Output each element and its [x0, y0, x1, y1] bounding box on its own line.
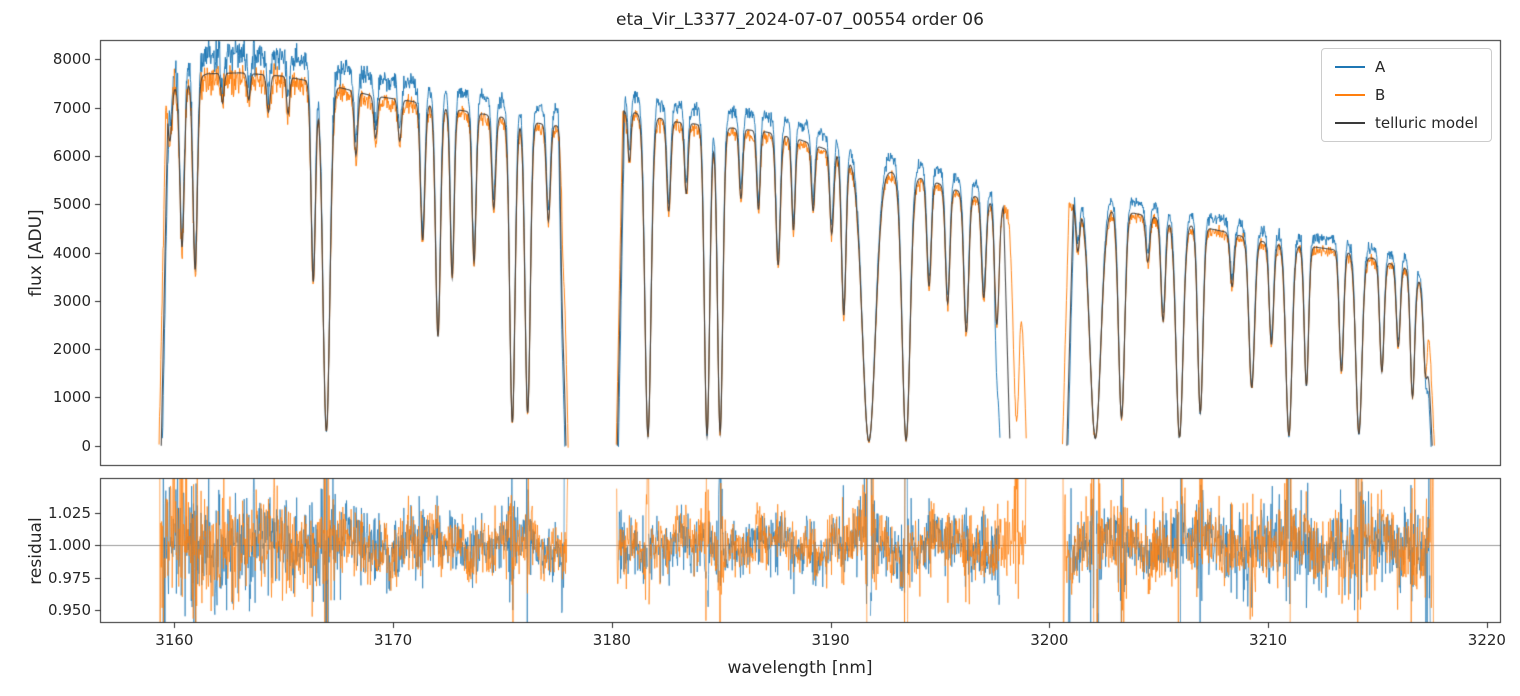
residual-axis-label: residual: [26, 517, 46, 585]
wavelength-axis-label: wavelength [nm]: [727, 658, 873, 678]
legend-line-telluric-icon: [1334, 122, 1365, 124]
legend: A B telluric model: [1320, 48, 1492, 142]
legend-item-a: A: [1334, 58, 1478, 76]
legend-line-a-icon: [1334, 66, 1365, 68]
legend-label-telluric-model: telluric model: [1374, 114, 1478, 132]
legend-label-a: A: [1374, 58, 1386, 76]
legend-item-telluric-model: telluric model: [1334, 114, 1478, 132]
legend-line-b-icon: [1334, 94, 1365, 96]
flux-axis-label: flux [ADU]: [26, 209, 46, 297]
legend-label-b: B: [1374, 86, 1386, 104]
plot-title: eta_Vir_L3377_2024-07-07_00554 order 06: [616, 10, 984, 30]
legend-item-b: B: [1334, 86, 1478, 104]
